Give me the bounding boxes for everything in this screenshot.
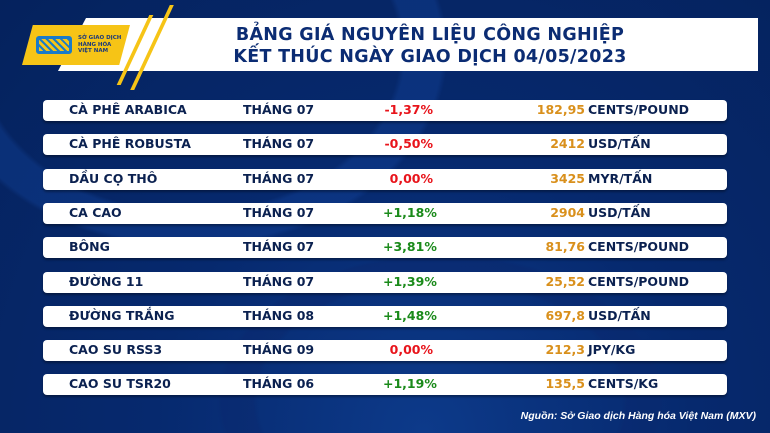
- price-value: 81,76: [545, 239, 585, 255]
- table-row: BÔNG THÁNG 07 +3,81% 81,76 CENTS/POUND: [43, 237, 727, 259]
- table-row: ĐƯỜNG TRẮNG THÁNG 08 +1,48% 697,8 USD/TẤN: [43, 305, 727, 327]
- title-banner: [58, 18, 758, 71]
- price-unit: CENTS/POUND: [588, 273, 690, 289]
- price-value: 212,3: [545, 342, 585, 358]
- contract-month: THÁNG 07: [243, 170, 315, 186]
- price-change: +3,81%: [383, 239, 437, 255]
- price-unit: USD/TẤN: [588, 307, 651, 323]
- price-value: 182,95: [536, 102, 585, 117]
- price-unit: CENTS/KG: [588, 376, 659, 392]
- contract-month: THÁNG 07: [243, 204, 315, 220]
- logo-mark-icon: [36, 36, 72, 54]
- price-unit: JPY/KG: [588, 342, 636, 358]
- price-value: 3425: [550, 170, 585, 186]
- source-note: Nguồn: Sở Giao dịch Hàng hóa Việt Nam (M…: [520, 410, 756, 422]
- price-unit: MYR/TẤN: [588, 170, 653, 186]
- commodity-name: CÀ PHÊ ARABICA: [69, 102, 187, 117]
- table-row: CAO SU RSS3 THÁNG 09 0,00% 212,3 JPY/KG: [43, 340, 727, 362]
- price-change: -1,37%: [384, 102, 433, 117]
- commodity-name: DẦU CỌ THÔ: [69, 170, 158, 186]
- commodity-name: ĐƯỜNG TRẮNG: [69, 307, 175, 323]
- price-value: 2412: [550, 136, 585, 152]
- price-change: -0,50%: [384, 136, 433, 152]
- table-row: CAO SU TSR20 THÁNG 06 +1,19% 135,5 CENTS/KG: [43, 374, 727, 396]
- commodity-name: CA CAO: [69, 204, 122, 220]
- contract-month: THÁNG 09: [243, 342, 315, 358]
- table-row: ĐƯỜNG 11 THÁNG 07 +1,39% 25,52 CENTS/POUND: [43, 271, 727, 293]
- price-change: +1,18%: [383, 204, 437, 220]
- price-value: 2904: [550, 204, 585, 220]
- price-unit: USD/TẤN: [588, 204, 651, 220]
- price-change: +1,48%: [383, 307, 437, 323]
- contract-month: THÁNG 08: [243, 307, 315, 323]
- contract-month: THÁNG 06: [243, 376, 315, 392]
- contract-month: THÁNG 07: [243, 273, 315, 289]
- table-row: CÀ PHÊ ARABICA THÁNG 07 -1,37% 182,95 CENTS/…: [43, 100, 727, 121]
- table-row: CÀ PHÊ ROBUSTA THÁNG 07 -0,50% 2412 USD/TẤN: [43, 134, 727, 156]
- page-title: BẢNG GIÁ NGUYÊN LIỆU CÔNG NGHIỆP: [235, 25, 625, 45]
- price-value: 25,52: [545, 273, 585, 289]
- table-row: CA CAO THÁNG 07 +1,18% 2904 USD/TẤN: [43, 202, 727, 224]
- commodity-name: CAO SU RSS3: [69, 342, 163, 358]
- logo-text: SỞ GIAO DỊCH HÀNG HÓA VIỆT NAM: [78, 35, 122, 54]
- commodity-name: CÀ PHÊ ROBUSTA: [69, 136, 191, 152]
- price-change: +1,19%: [383, 376, 437, 392]
- price-unit: CENTS/POUND: [588, 239, 690, 255]
- contract-month: THÁNG 07: [243, 102, 315, 117]
- price-change: 0,00%: [389, 342, 433, 358]
- price-value: 135,5: [545, 376, 585, 392]
- commodity-name: CAO SU TSR20: [69, 376, 171, 392]
- price-unit: CENTS/POUND: [588, 102, 690, 117]
- page-subtitle: KẾT THÚC NGÀY GIAO DỊCH 04/05/2023: [233, 47, 627, 67]
- price-unit: USD/TẤN: [588, 136, 651, 152]
- price-change: 0,00%: [389, 170, 433, 186]
- price-change: +1,39%: [383, 273, 437, 289]
- commodity-name: ĐƯỜNG 11: [69, 273, 144, 289]
- table-row: DẦU CỌ THÔ THÁNG 07 0,00% 3425 MYR/TẤN: [43, 168, 727, 190]
- contract-month: THÁNG 07: [243, 239, 315, 255]
- commodity-name: BÔNG: [69, 239, 110, 255]
- contract-month: THÁNG 07: [243, 136, 315, 152]
- price-value: 697,8: [545, 307, 585, 323]
